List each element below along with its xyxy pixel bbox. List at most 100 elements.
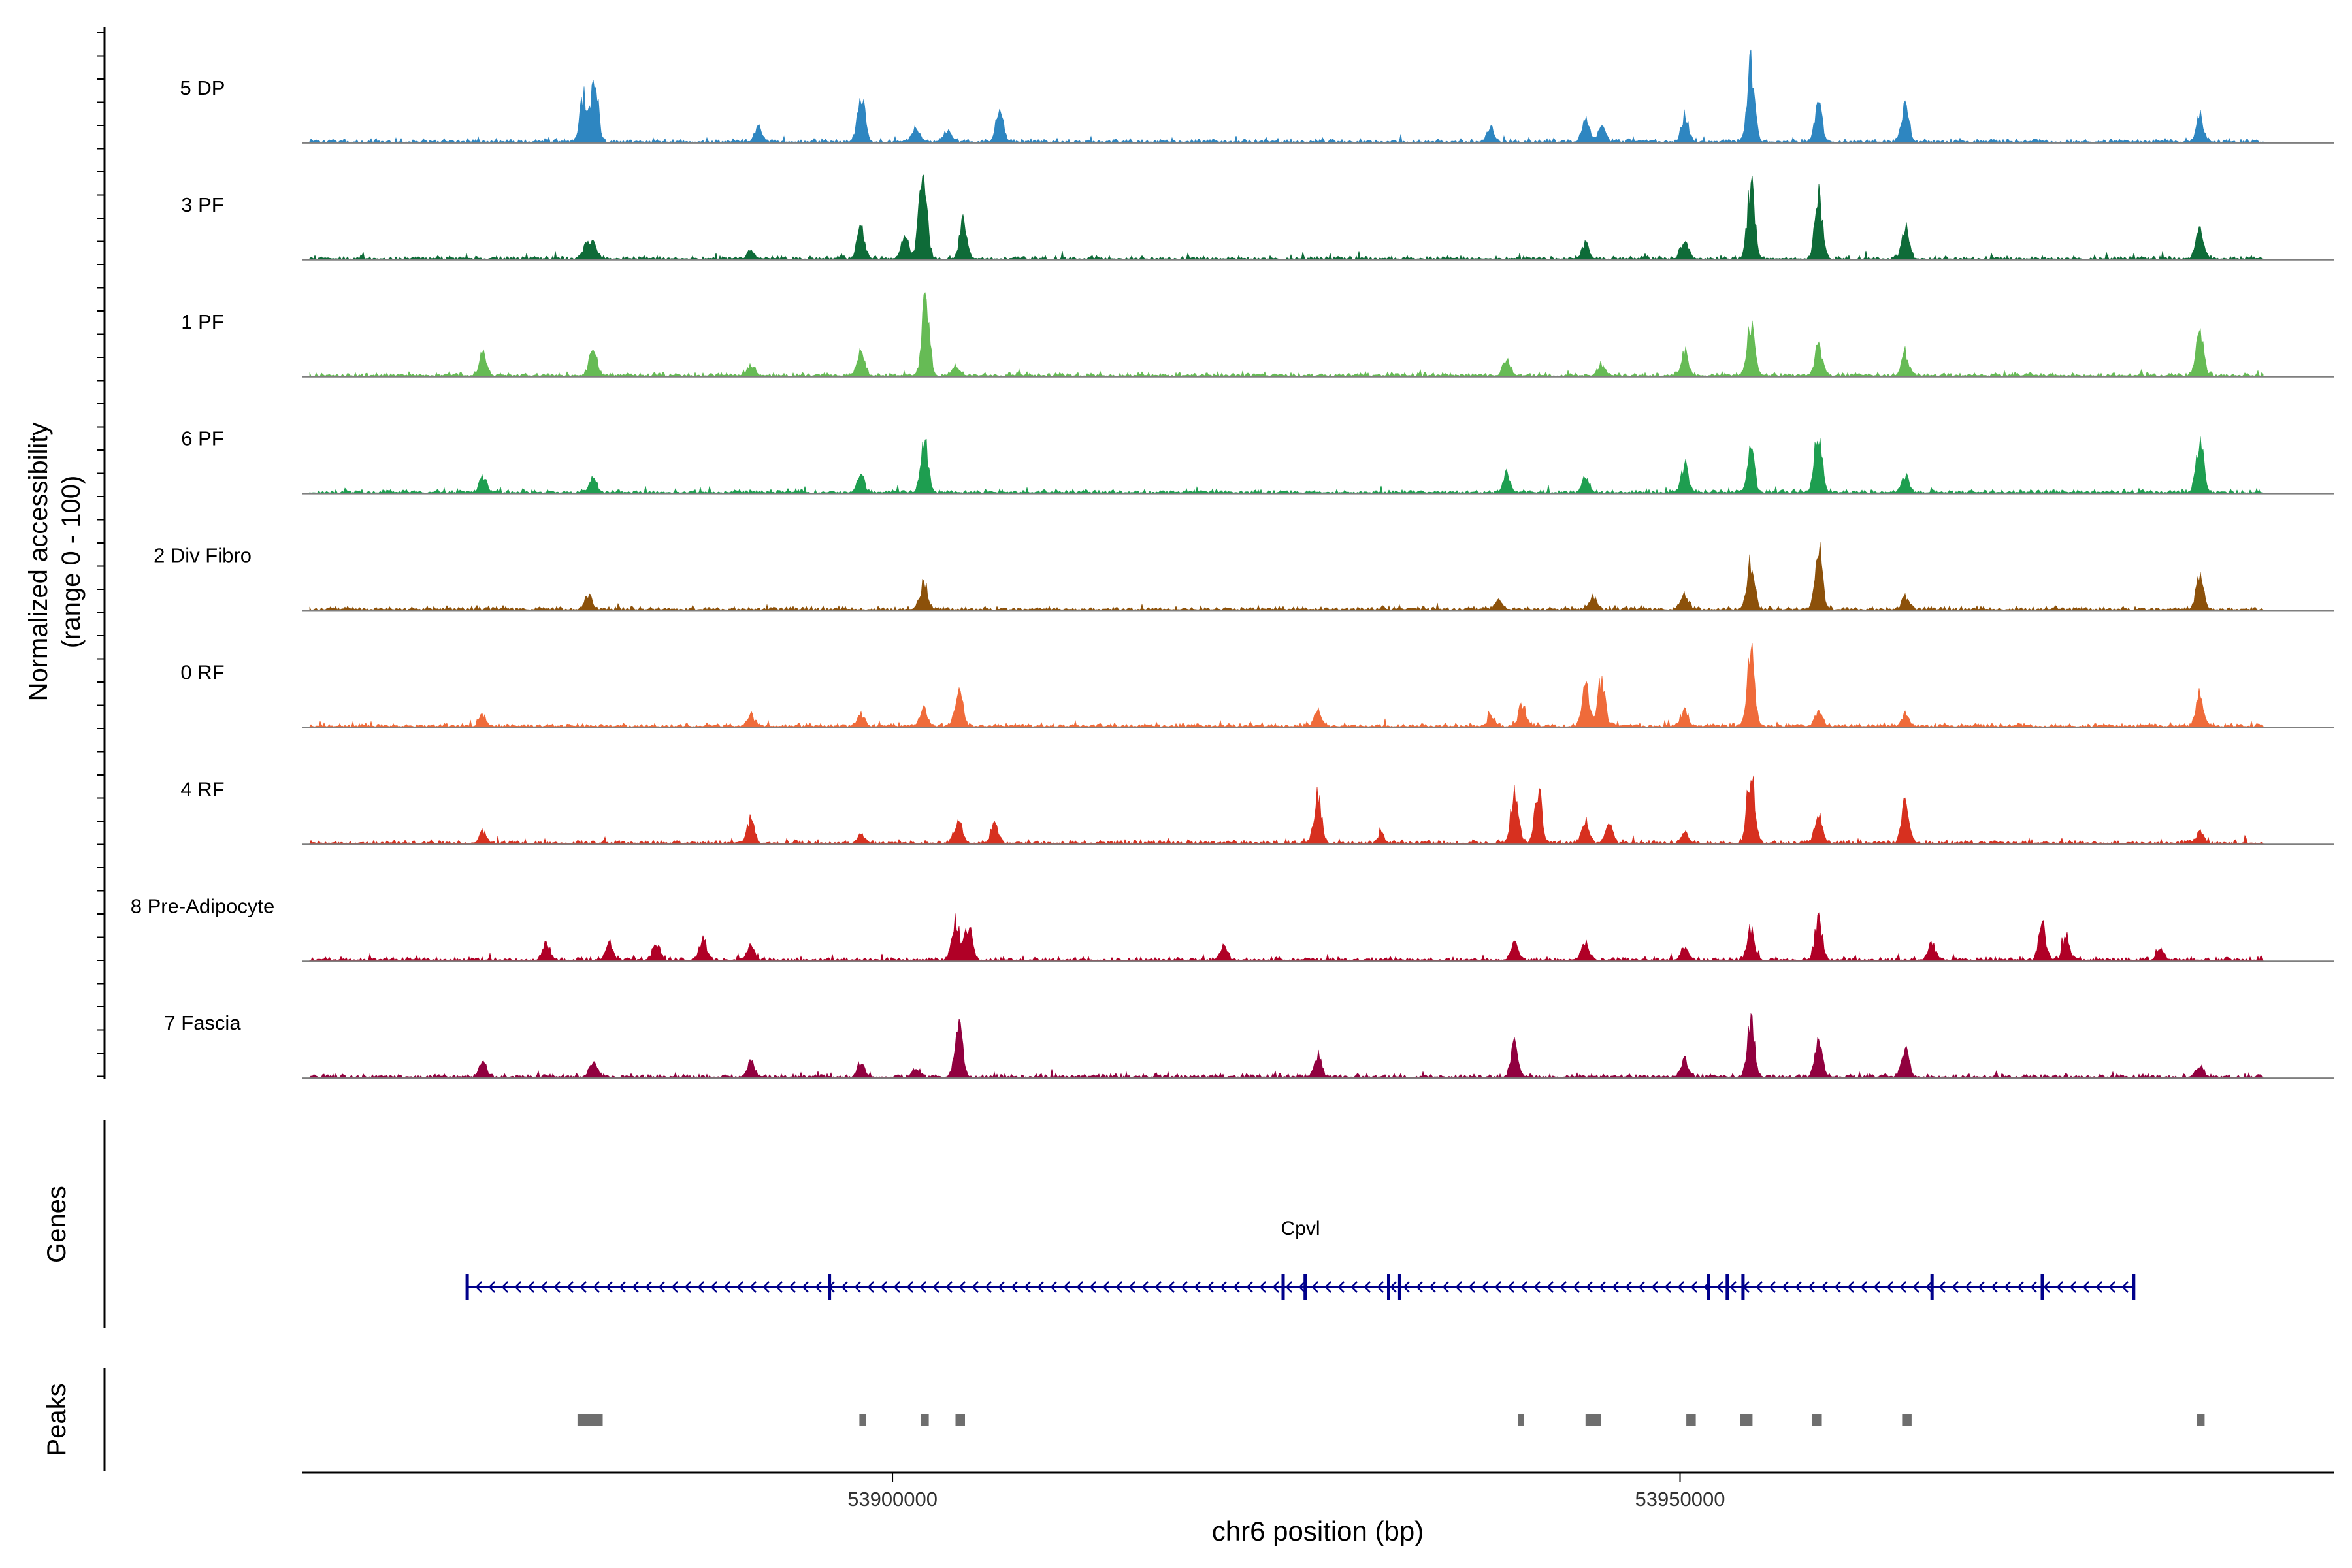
strand-arrow xyxy=(998,1281,1005,1293)
strand-arrow xyxy=(802,1281,809,1293)
exon xyxy=(1387,1274,1390,1300)
peak-region xyxy=(1902,1414,1912,1426)
coverage-area xyxy=(309,542,2264,611)
peak-region xyxy=(2197,1414,2205,1426)
strand-arrow xyxy=(1965,1281,1972,1293)
strand-arrow xyxy=(1455,1281,1463,1293)
coverage-area xyxy=(309,436,2264,494)
strand-arrow xyxy=(1873,1281,1881,1293)
strand-arrow xyxy=(2017,1281,2025,1293)
strand-arrow xyxy=(1324,1281,1332,1293)
strand-arrow xyxy=(1991,1281,1999,1293)
strand-arrow xyxy=(1403,1281,1411,1293)
exon xyxy=(465,1274,469,1300)
strand-arrow xyxy=(593,1281,600,1293)
peak-region xyxy=(1740,1414,1753,1426)
strand-arrow xyxy=(1912,1281,1920,1293)
strand-arrow xyxy=(1024,1281,1032,1293)
strand-arrow xyxy=(1925,1281,1933,1293)
x-axis: 53900000 53950000 chr6 position (bp) xyxy=(302,1471,2334,1546)
strand-arrow xyxy=(1690,1281,1698,1293)
strand-arrow xyxy=(1651,1281,1659,1293)
strand-arrow xyxy=(1899,1281,1907,1293)
track-label: 0 RF xyxy=(180,661,224,684)
strand-arrow xyxy=(1769,1281,1776,1293)
strand-arrow xyxy=(1442,1281,1450,1293)
genes-label: Genes xyxy=(42,1186,71,1263)
strand-arrow xyxy=(1350,1281,1358,1293)
track-3-pf: 3 PF xyxy=(181,174,2334,261)
strand-arrow xyxy=(841,1281,849,1293)
track-label: 5 DP xyxy=(180,76,225,99)
track-label: 1 PF xyxy=(181,310,223,333)
strand-arrow xyxy=(1638,1281,1646,1293)
strand-arrow xyxy=(1599,1281,1607,1293)
x-axis-label: chr6 position (bp) xyxy=(1212,1516,1424,1546)
peak-region xyxy=(1686,1414,1696,1426)
strand-arrow xyxy=(671,1281,679,1293)
strand-arrow xyxy=(2069,1281,2077,1293)
strand-arrow xyxy=(1795,1281,1803,1293)
strand-arrow xyxy=(1938,1281,1946,1293)
strand-arrow xyxy=(1272,1281,1280,1293)
track-5-dp: 5 DP xyxy=(180,49,2334,144)
y-axis-label-line1: Normalized accessibility xyxy=(24,423,53,702)
exon xyxy=(828,1274,832,1300)
y-axis-ticks xyxy=(97,32,105,1077)
peak-region xyxy=(1518,1414,1524,1426)
coverage-area xyxy=(309,912,2264,962)
strand-arrow xyxy=(501,1281,509,1293)
strand-arrow xyxy=(697,1281,705,1293)
strand-arrow xyxy=(1337,1281,1345,1293)
track-0-rf: 0 RF xyxy=(180,643,2334,728)
strand-arrow xyxy=(710,1281,718,1293)
strand-arrow xyxy=(1063,1281,1071,1293)
peak-region xyxy=(955,1414,965,1426)
strand-arrow xyxy=(867,1281,875,1293)
strand-arrow xyxy=(1246,1281,1254,1293)
strand-arrow xyxy=(2095,1281,2103,1293)
y-axis-label-line2: (range 0 - 100) xyxy=(57,476,86,649)
coverage-tracks: 5 DP 3 PF 1 PF 6 PF 2 Div Fibro 0 RF 4 RF 8 Pre… xyxy=(131,49,2334,1079)
track-label: 3 PF xyxy=(181,193,223,216)
strand-arrow xyxy=(2108,1281,2116,1293)
strand-arrow xyxy=(1625,1281,1633,1293)
coverage-area xyxy=(309,292,2264,378)
strand-arrow xyxy=(619,1281,627,1293)
strand-arrow xyxy=(906,1281,914,1293)
strand-arrow xyxy=(1207,1281,1215,1293)
strand-arrow xyxy=(1154,1281,1162,1293)
strand-arrow xyxy=(972,1281,979,1293)
strand-arrow xyxy=(1181,1281,1188,1293)
track-label: 8 Pre-Adipocyte xyxy=(131,894,275,917)
strand-arrow xyxy=(1560,1281,1567,1293)
strand-arrow xyxy=(1128,1281,1136,1293)
exon xyxy=(1303,1274,1307,1300)
strand-arrow xyxy=(1298,1281,1306,1293)
strand-arrow xyxy=(932,1281,940,1293)
strand-arrow xyxy=(1259,1281,1267,1293)
strand-arrow xyxy=(1664,1281,1672,1293)
strand-arrow xyxy=(749,1281,757,1293)
strand-arrow xyxy=(2043,1281,2051,1293)
strand-arrow xyxy=(645,1281,653,1293)
strand-arrow xyxy=(1102,1281,1110,1293)
strand-arrow xyxy=(854,1281,862,1293)
strand-arrow xyxy=(1481,1281,1489,1293)
strand-arrow xyxy=(893,1281,901,1293)
strand-arrow xyxy=(1416,1281,1424,1293)
exon xyxy=(1707,1274,1710,1300)
strand-arrow xyxy=(1533,1281,1541,1293)
strand-arrow xyxy=(1364,1281,1371,1293)
strand-arrow xyxy=(1050,1281,1058,1293)
gene-name-label: Cpvl xyxy=(1281,1218,1320,1239)
strand-arrow xyxy=(2121,1281,2129,1293)
strand-arrow xyxy=(1494,1281,1502,1293)
strand-arrow xyxy=(815,1281,823,1293)
strand-arrow xyxy=(1586,1281,1593,1293)
track-2-div-fibro: 2 Div Fibro xyxy=(154,542,2334,612)
track-8-pre-adipocyte: 8 Pre-Adipocyte xyxy=(131,894,2334,962)
gene-model xyxy=(465,1274,2136,1300)
track-4-rf: 4 RF xyxy=(180,775,2334,845)
